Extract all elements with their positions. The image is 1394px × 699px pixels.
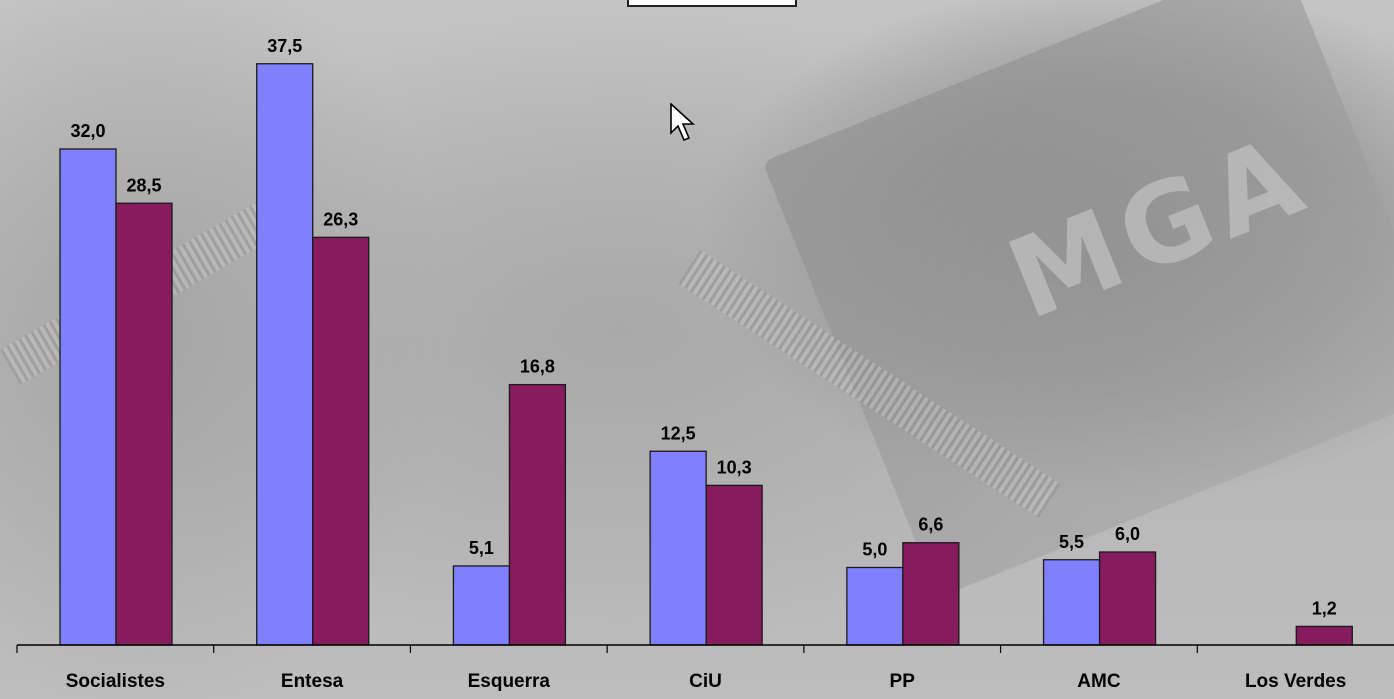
category-label: Socialistes xyxy=(66,671,165,692)
category-label: CiU xyxy=(689,671,722,692)
pointer-arrow-icon xyxy=(670,102,696,150)
bar-series-1 xyxy=(59,148,117,646)
bar-series-2 xyxy=(508,383,567,646)
bar-value-label: 12,5 xyxy=(661,423,696,443)
bar-value-label: 16,8 xyxy=(520,357,555,377)
bar-value-label: 28,5 xyxy=(126,175,161,195)
bar-series-1 xyxy=(256,63,314,646)
category-label: Entesa xyxy=(281,671,344,692)
bar-series-1 xyxy=(452,565,511,646)
bar-value-label: 5,1 xyxy=(469,538,494,558)
bar-value-label: 1,2 xyxy=(1312,598,1337,618)
bar-value-label: 6,6 xyxy=(918,515,943,535)
bar-value-label: 5,0 xyxy=(862,540,887,560)
bar-value-label: 32,0 xyxy=(70,121,105,141)
bar-value-label: 26,3 xyxy=(323,209,358,229)
bar-series-2 xyxy=(902,542,960,646)
bar-series-1 xyxy=(1042,559,1101,646)
category-label: Esquerra xyxy=(468,671,551,692)
category-label: AMC xyxy=(1077,671,1121,692)
title-box xyxy=(627,0,797,7)
category-label: Los Verdes xyxy=(1245,671,1346,692)
bar-value-label: 5,5 xyxy=(1059,532,1084,552)
bar-value-label: 6,0 xyxy=(1115,524,1140,544)
bar-series-2 xyxy=(705,484,763,646)
bar-series-2 xyxy=(1295,625,1353,646)
bar-value-label: 37,5 xyxy=(267,36,302,56)
bar-value-label: 10,3 xyxy=(717,457,752,477)
category-label: PP xyxy=(890,671,916,692)
bar-series-1 xyxy=(649,450,707,646)
bar-series-1 xyxy=(846,566,904,646)
bar-series-2 xyxy=(312,236,370,646)
bar-series-2 xyxy=(115,202,173,646)
bar-series-2 xyxy=(1098,551,1157,646)
